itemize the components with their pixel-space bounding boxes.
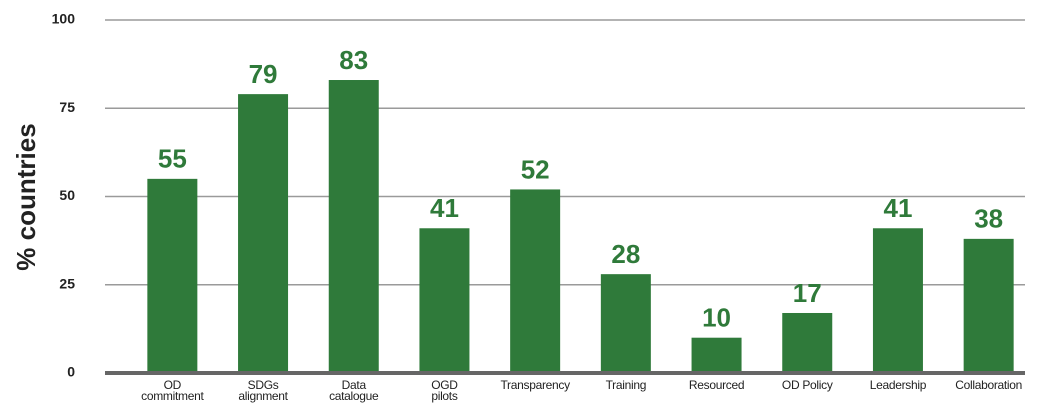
value-label: 10 xyxy=(702,303,731,333)
bar xyxy=(510,189,561,373)
bar xyxy=(963,238,1014,373)
value-label: 17 xyxy=(793,278,822,308)
value-label: 55 xyxy=(158,144,187,174)
y-tick-label: 100 xyxy=(52,11,76,27)
x-tick-label: OD commitment xyxy=(141,378,204,403)
value-label: 52 xyxy=(521,154,550,184)
bar xyxy=(872,228,923,373)
x-tick-label: Transparency xyxy=(500,378,570,392)
x-tick-label: OD Policy xyxy=(781,378,833,392)
value-label: 83 xyxy=(339,45,368,75)
x-tick-label: Training xyxy=(605,378,647,392)
value-label: 41 xyxy=(430,193,459,223)
x-tick-label: Leadership xyxy=(869,378,927,392)
y-tick-label: 0 xyxy=(67,364,75,380)
value-label: 41 xyxy=(883,193,912,223)
y-axis-title: % countries xyxy=(11,123,41,270)
x-tick-label: SDGs alignment xyxy=(238,378,288,403)
x-tick-label: Resourced xyxy=(688,378,745,392)
value-label: 79 xyxy=(249,59,278,89)
bar xyxy=(238,94,289,373)
y-tick-label: 75 xyxy=(59,99,75,115)
bar xyxy=(147,178,198,373)
value-label: 28 xyxy=(611,239,640,269)
y-tick-label: 50 xyxy=(59,187,75,203)
bar xyxy=(328,80,379,373)
bar xyxy=(782,312,833,373)
x-tick-label: OGD pilots xyxy=(431,378,458,403)
bar xyxy=(691,337,742,373)
value-label: 38 xyxy=(974,204,1003,234)
y-tick-label: 25 xyxy=(59,275,75,291)
bar xyxy=(600,274,651,373)
x-tick-label: Data catalogue xyxy=(329,378,379,403)
bar xyxy=(419,228,470,373)
x-tick-label: Collaboration xyxy=(955,378,1023,392)
